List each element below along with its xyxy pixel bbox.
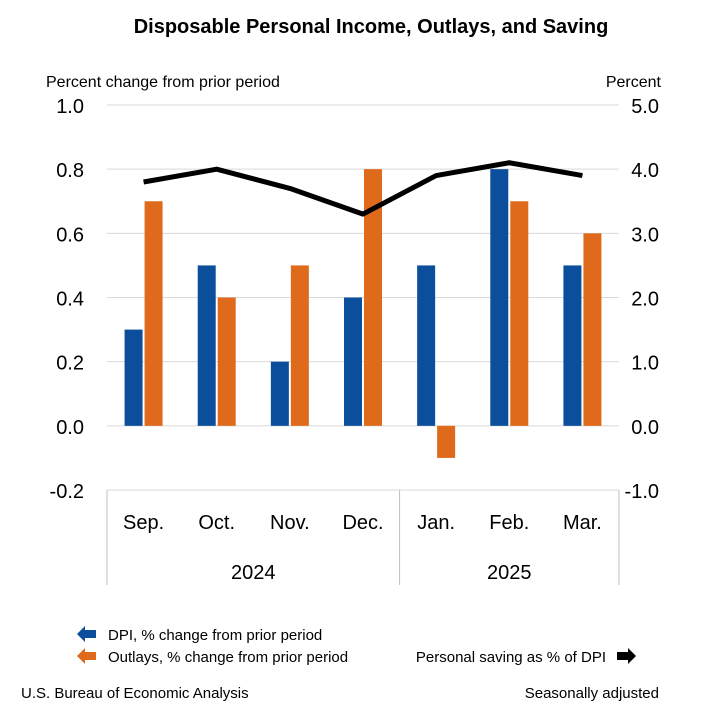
- dpi-bar: [417, 265, 436, 426]
- right-tick-label: 0.0: [631, 417, 659, 439]
- right-tick-label: 3.0: [631, 224, 659, 246]
- left-tick-label: 0.4: [56, 289, 84, 311]
- category-label: Oct.: [198, 512, 235, 534]
- left-tick-label: 0.8: [56, 160, 84, 182]
- chart-title: Disposable Personal Income, Outlays, and…: [134, 16, 609, 38]
- legend-dpi-label: DPI, % change from prior period: [108, 627, 322, 644]
- left-axis-label: Percent change from prior period: [46, 74, 280, 91]
- bars: [124, 169, 602, 458]
- saving-rate-polyline: [143, 160, 583, 217]
- left-tick-label: 0.6: [56, 224, 84, 246]
- legend-saving-arrow-icon: [617, 648, 636, 664]
- dpi-bar: [490, 169, 509, 426]
- right-axis-ticks: 5.0 4.0 3.0 2.0 1.0 0.0 -1.0: [625, 96, 659, 503]
- category-label: Jan.: [417, 512, 455, 534]
- outlays-bar: [144, 201, 163, 426]
- seasonal-note: Seasonally adjusted: [525, 685, 659, 702]
- left-axis-ticks: 1.0 0.8 0.6 0.4 0.2 0.0 -0.2: [50, 96, 84, 503]
- legend-saving-label: Personal saving as % of DPI: [416, 649, 606, 666]
- category-label: Nov.: [270, 512, 310, 534]
- left-tick-label: 0.2: [56, 353, 84, 375]
- saving-rate-line: [143, 160, 583, 217]
- outlays-bar: [583, 233, 602, 426]
- outlays-bar: [364, 169, 382, 426]
- right-axis-label: Percent: [606, 74, 662, 91]
- dpi-bar: [197, 265, 216, 426]
- left-tick-label: 1.0: [56, 96, 84, 118]
- right-tick-label: -1.0: [625, 481, 659, 503]
- right-tick-label: 5.0: [631, 96, 659, 118]
- category-label: Sep.: [123, 512, 164, 534]
- source-note: U.S. Bureau of Economic Analysis: [21, 685, 249, 702]
- left-tick-label: -0.2: [50, 481, 84, 503]
- right-tick-label: 1.0: [631, 353, 659, 375]
- legend-dpi-arrow-icon: [77, 626, 96, 642]
- year-label: 2024: [231, 562, 276, 584]
- right-tick-label: 4.0: [631, 160, 659, 182]
- dpi-bar: [124, 329, 143, 426]
- year-label: 2025: [487, 562, 532, 584]
- gridlines: [107, 104, 619, 491]
- right-tick-label: 2.0: [631, 289, 659, 311]
- dpi-bar: [563, 265, 582, 426]
- outlays-bar: [510, 201, 529, 426]
- legend-outlays-label: Outlays, % change from prior period: [108, 649, 348, 666]
- left-tick-label: 0.0: [56, 417, 84, 439]
- legend: DPI, % change from prior period Outlays,…: [77, 626, 636, 666]
- outlays-bar: [290, 265, 309, 426]
- category-axis: Sep. Oct. Nov. Dec. Jan. Feb. Mar. 2024 2025: [106, 490, 620, 585]
- dpi-bar: [344, 297, 362, 426]
- dpi-bar: [270, 361, 289, 426]
- category-label: Feb.: [489, 512, 529, 534]
- outlays-bar: [217, 297, 236, 426]
- category-label: Dec.: [342, 512, 383, 534]
- legend-outlays-arrow-icon: [77, 648, 96, 664]
- category-label: Mar.: [563, 512, 602, 534]
- outlays-bar: [437, 425, 456, 458]
